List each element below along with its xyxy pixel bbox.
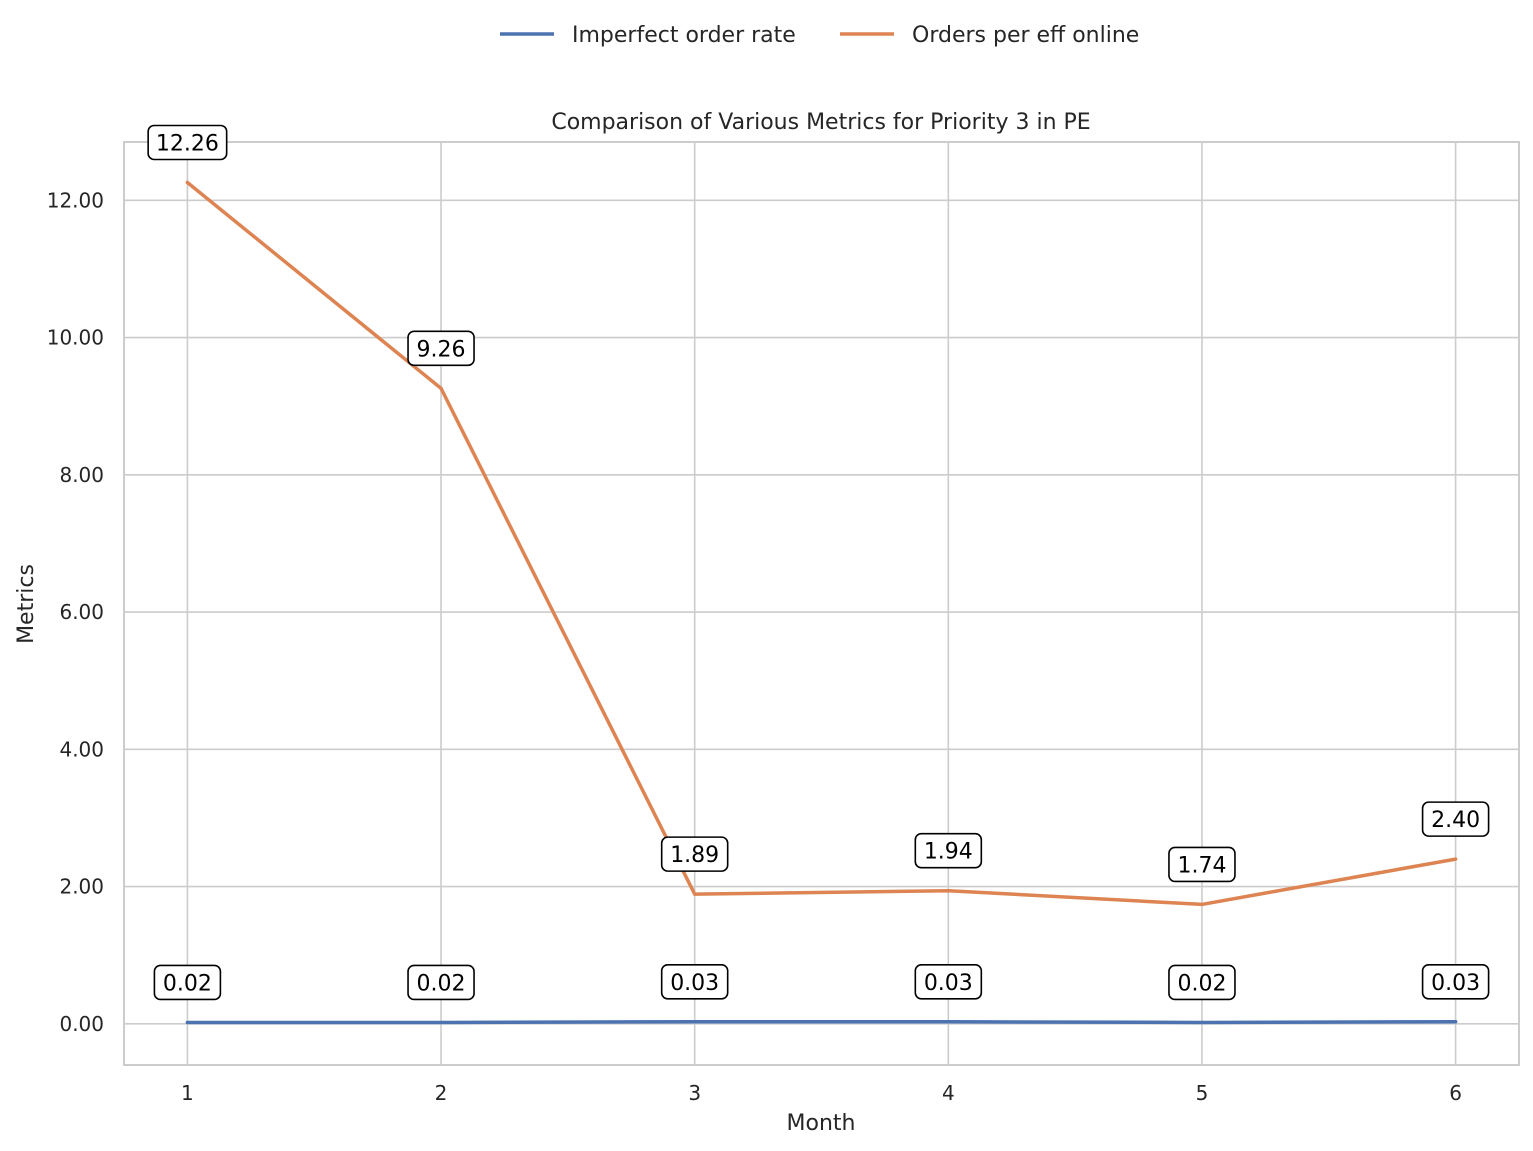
data-label: 1.74 <box>1168 846 1236 883</box>
x-tick-label: 1 <box>181 1081 194 1105</box>
data-point <box>693 1020 697 1024</box>
data-point <box>1200 1020 1204 1025</box>
legend-label: Orders per eff online <box>912 23 1139 48</box>
data-label-text: 0.02 <box>417 971 466 996</box>
series-line-2 <box>185 180 1458 907</box>
data-label-text: 9.26 <box>417 337 466 362</box>
data-label-text: 1.94 <box>924 840 973 865</box>
data-label-text: 1.89 <box>670 843 719 868</box>
data-point <box>439 1020 443 1025</box>
legend-item: Imperfect order rate <box>500 23 796 48</box>
data-point <box>693 892 697 896</box>
y-axis-title: Metrics <box>14 564 39 644</box>
y-tick-label: 4.00 <box>59 737 104 761</box>
data-label-box <box>660 963 729 1000</box>
data-label: 0.02 <box>1168 964 1236 1001</box>
series-layer <box>185 180 1458 1025</box>
data-label-box <box>660 836 729 872</box>
data-point <box>1200 902 1204 907</box>
data-label-text: 12.26 <box>156 131 219 156</box>
data-label: 0.03 <box>660 963 729 1000</box>
chart-title: Comparison of Various Metrics for Priori… <box>551 110 1090 135</box>
x-tick-label: 2 <box>435 1081 448 1105</box>
y-tick-label: 12.00 <box>47 188 104 212</box>
x-tick-label: 3 <box>688 1081 701 1105</box>
data-label: 1.94 <box>914 832 983 869</box>
data-label-text: 1.74 <box>1177 853 1226 878</box>
data-label-text: 0.02 <box>1177 971 1226 996</box>
data-point <box>1453 857 1458 861</box>
legend: Imperfect order rate Orders per eff onlin… <box>500 23 1139 48</box>
x-tick-label: 6 <box>1449 1081 1462 1105</box>
y-axis-ticks: 0.00 2.00 4.00 6.00 8.00 10.00 12.00 <box>47 188 104 1035</box>
data-label: 12.26 <box>147 124 228 161</box>
data-label: 0.02 <box>407 964 475 1001</box>
data-label: 0.02 <box>153 964 222 1001</box>
data-point <box>439 386 443 390</box>
y-tick-label: 8.00 <box>59 463 104 487</box>
data-label-box <box>1421 801 1490 837</box>
data-label-text: 2.40 <box>1431 808 1480 833</box>
y-tick-label: 6.00 <box>59 600 104 624</box>
data-point <box>1453 1020 1458 1024</box>
data-label-box <box>1168 846 1236 883</box>
data-label-text: 0.03 <box>670 971 719 996</box>
data-label-box <box>1421 963 1490 1000</box>
y-tick-label: 0.00 <box>59 1012 104 1036</box>
data-label: 2.40 <box>1421 801 1490 837</box>
grid <box>124 142 1519 1065</box>
data-label-text: 0.03 <box>924 971 973 996</box>
data-label-box <box>407 330 475 367</box>
data-label: 9.26 <box>407 330 475 367</box>
x-axis-title: Month <box>787 1111 856 1136</box>
data-label-box <box>147 124 228 161</box>
data-label-box <box>914 963 983 1000</box>
x-axis-ticks: 1 2 3 4 5 6 <box>181 1081 1462 1105</box>
data-point <box>946 889 950 893</box>
data-label-box <box>407 964 475 1001</box>
x-tick-label: 4 <box>942 1081 955 1105</box>
data-point <box>185 1020 190 1025</box>
data-label-box <box>914 832 983 869</box>
data-point <box>185 180 190 185</box>
data-label: 1.89 <box>660 836 729 872</box>
series-line-1 <box>185 1020 1458 1025</box>
x-tick-label: 5 <box>1196 1081 1209 1105</box>
plot-frame <box>123 141 1520 1066</box>
y-tick-label: 2.00 <box>59 875 104 899</box>
data-label-text: 0.03 <box>1431 971 1480 996</box>
data-label-box <box>153 964 222 1001</box>
data-label: 0.03 <box>914 963 983 1000</box>
legend-label: Imperfect order rate <box>572 23 796 48</box>
data-label-box <box>1168 964 1236 1001</box>
data-label-text: 0.02 <box>163 971 212 996</box>
data-point <box>946 1020 950 1024</box>
annotation-layer: 0.02 0.02 0.03 0.03 0.02 0.03 12.26 9.26 1.89 1.9… <box>147 124 1490 1001</box>
data-label: 0.03 <box>1421 963 1490 1000</box>
legend-item: Orders per eff online <box>840 23 1139 48</box>
y-tick-label: 10.00 <box>47 326 104 350</box>
